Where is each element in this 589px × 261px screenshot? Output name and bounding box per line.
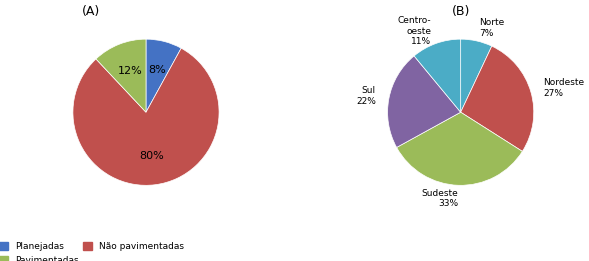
Wedge shape (461, 39, 492, 112)
Text: Sudeste
33%: Sudeste 33% (421, 189, 458, 208)
Title: (B): (B) (452, 5, 470, 18)
Wedge shape (396, 112, 522, 185)
Wedge shape (388, 56, 461, 147)
Text: (A): (A) (82, 5, 100, 18)
Wedge shape (73, 48, 219, 185)
Text: Centro-
oeste
11%: Centro- oeste 11% (398, 16, 432, 46)
Text: 12%: 12% (117, 67, 142, 76)
Wedge shape (461, 46, 534, 151)
Wedge shape (96, 39, 146, 112)
Wedge shape (146, 39, 181, 112)
Text: Nordeste
27%: Nordeste 27% (544, 79, 585, 98)
Legend: Planejadas, Pavimentadas, Não pavimentadas: Planejadas, Pavimentadas, Não pavimentad… (0, 239, 188, 261)
Text: 8%: 8% (148, 65, 166, 75)
Text: Sul
22%: Sul 22% (356, 86, 376, 106)
Text: Norte
7%: Norte 7% (479, 18, 505, 38)
Text: 80%: 80% (139, 151, 164, 161)
Wedge shape (414, 39, 461, 112)
